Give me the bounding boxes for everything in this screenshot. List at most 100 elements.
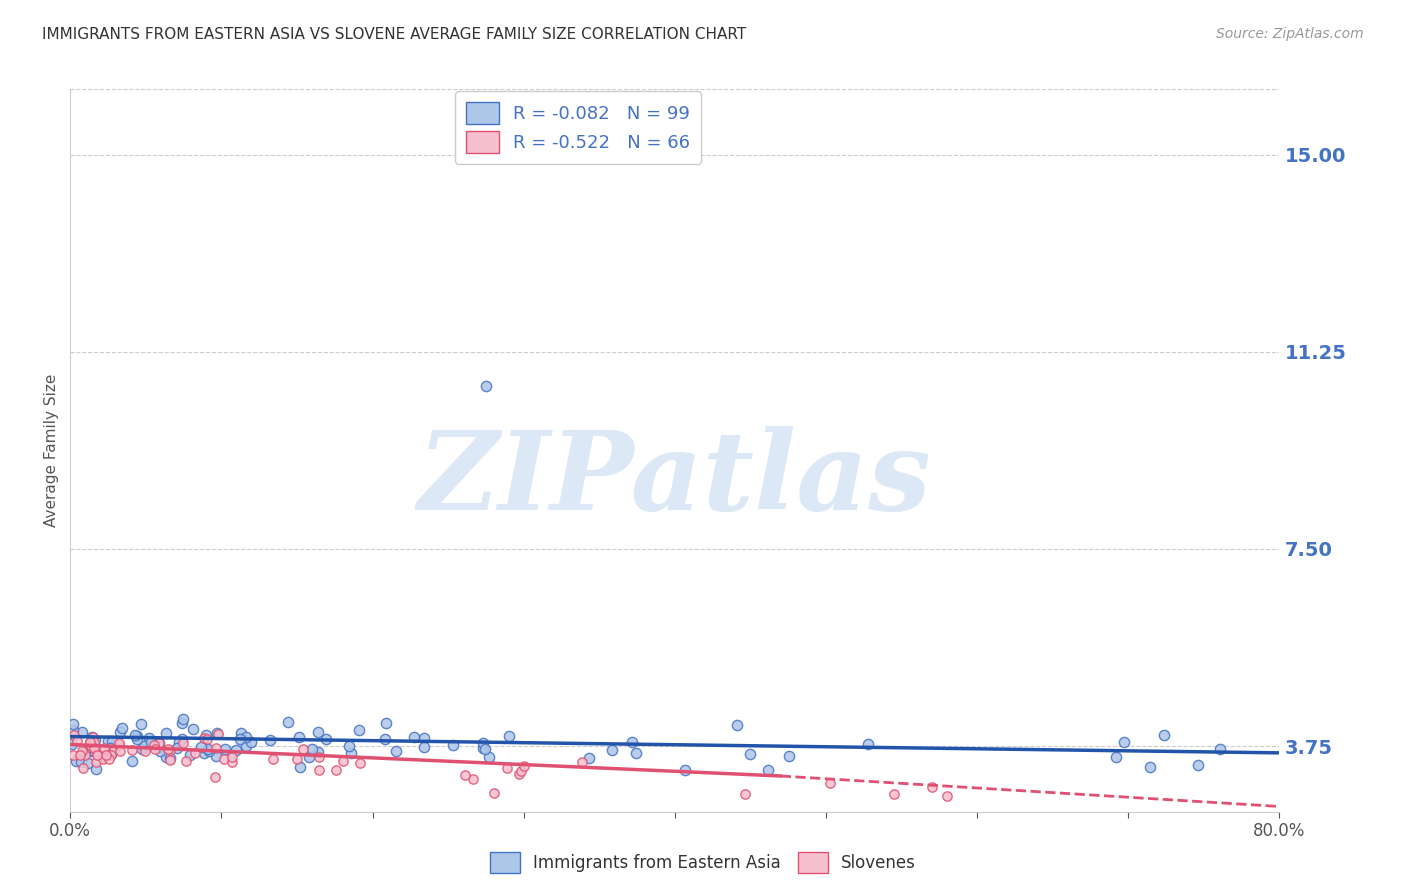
Point (172, 736, 194, 750)
Point (197, 731, 219, 746)
Point (76, 756, 98, 771)
Point (82, 730, 104, 744)
Point (307, 724, 329, 739)
Point (578, 751, 600, 765)
Point (155, 726, 177, 740)
Point (65, 754, 87, 768)
Text: Source: ZipAtlas.com: Source: ZipAtlas.com (1216, 27, 1364, 41)
Point (121, 754, 143, 768)
Point (103, 743, 125, 757)
Point (193, 746, 215, 760)
Point (91, 749, 114, 764)
Point (461, 772, 484, 786)
Point (221, 755, 243, 769)
Point (325, 763, 347, 777)
Point (60, 737, 83, 751)
Point (131, 717, 153, 731)
Point (482, 786, 505, 800)
Point (1139, 759, 1161, 773)
Point (155, 750, 177, 764)
Point (148, 736, 170, 750)
Point (121, 743, 143, 757)
Point (83, 733, 105, 747)
Point (288, 760, 311, 774)
Point (172, 715, 194, 730)
Point (235, 730, 257, 744)
Point (374, 731, 396, 746)
Point (79, 736, 101, 750)
Point (127, 732, 149, 747)
Point (193, 731, 215, 746)
Point (157, 742, 180, 756)
Point (159, 751, 181, 765)
Point (337, 739, 360, 754)
Point (86, 744, 108, 758)
Point (79, 739, 101, 753)
Point (93, 752, 115, 766)
Point (197, 744, 219, 758)
Point (172, 712, 194, 726)
Point (475, 379, 498, 393)
Point (70, 755, 93, 769)
Point (139, 735, 162, 749)
Point (624, 746, 647, 760)
Point (229, 726, 252, 740)
Point (66, 733, 89, 747)
Point (190, 740, 212, 755)
Point (454, 768, 477, 782)
Point (478, 749, 501, 764)
Point (62, 717, 84, 731)
Point (921, 780, 943, 794)
Point (107, 738, 129, 752)
Point (277, 714, 299, 729)
Point (84, 756, 107, 770)
Point (214, 742, 236, 756)
Point (509, 764, 531, 778)
Point (205, 741, 228, 756)
Legend: Immigrants from Eastern Asia, Slovenes: Immigrants from Eastern Asia, Slovenes (484, 846, 922, 880)
Point (101, 734, 124, 748)
Point (620, 735, 643, 749)
Point (73, 745, 96, 759)
Point (62, 723, 84, 737)
Point (308, 763, 330, 777)
Point (347, 723, 370, 737)
Point (496, 761, 519, 775)
Point (159, 743, 181, 757)
Point (384, 744, 406, 758)
Point (166, 741, 188, 756)
Point (413, 739, 436, 754)
Point (412, 731, 434, 745)
Point (883, 788, 905, 802)
Point (148, 736, 170, 750)
Point (349, 756, 371, 771)
Legend: R = -0.082   N = 99, R = -0.522   N = 66: R = -0.082 N = 99, R = -0.522 N = 66 (456, 91, 702, 164)
Point (62, 728, 84, 742)
Text: IMMIGRANTS FROM EASTERN ASIA VS SLOVENE AVERAGE FAMILY SIZE CORRELATION CHART: IMMIGRANTS FROM EASTERN ASIA VS SLOVENE … (42, 27, 747, 42)
Point (125, 730, 148, 744)
Point (72, 761, 94, 775)
Point (571, 755, 593, 769)
Point (197, 742, 219, 756)
Point (69, 748, 91, 763)
Point (259, 732, 281, 747)
Point (375, 715, 398, 730)
Point (80, 744, 103, 758)
Point (301, 742, 323, 756)
Point (82, 730, 104, 744)
Point (100, 747, 122, 762)
Point (474, 742, 496, 756)
Point (262, 752, 284, 766)
Point (673, 763, 696, 777)
Point (600, 743, 623, 757)
Point (172, 731, 194, 746)
Point (159, 753, 181, 767)
Point (70, 725, 93, 739)
Point (97, 733, 120, 747)
Point (79, 734, 101, 748)
Point (818, 776, 841, 790)
Point (292, 742, 315, 756)
Point (404, 730, 426, 744)
Point (235, 739, 257, 753)
Point (124, 728, 146, 742)
